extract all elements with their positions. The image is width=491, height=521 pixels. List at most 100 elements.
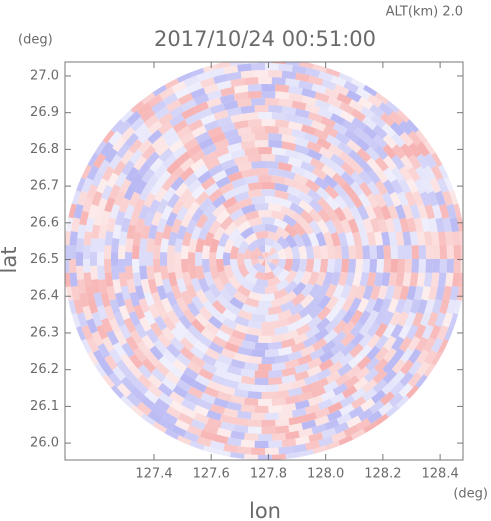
echo-cell <box>452 272 461 287</box>
echo-cell <box>210 374 227 386</box>
echo-cell <box>424 204 436 220</box>
echo-cell <box>439 259 447 273</box>
echo-cell <box>352 231 363 247</box>
echo-cell <box>396 109 410 123</box>
echo-cell <box>247 419 262 427</box>
echo-cell <box>271 362 286 371</box>
echo-cell <box>278 382 293 392</box>
echo-cell <box>208 283 222 299</box>
echo-cell <box>237 382 252 392</box>
echo-cell <box>91 278 101 294</box>
echo-cell <box>248 217 263 227</box>
echo-cell <box>333 308 348 324</box>
echo-cell <box>118 305 131 321</box>
echo-cell <box>396 395 410 409</box>
echo-cell <box>137 341 151 357</box>
echo-cell <box>273 288 288 300</box>
echo-cell <box>148 303 161 319</box>
echo-cell <box>188 252 196 266</box>
echo-cell <box>151 211 163 227</box>
echo-cell <box>268 341 283 350</box>
echo-cell <box>445 272 454 287</box>
echo-cell <box>356 147 372 163</box>
echo-cell <box>76 177 86 192</box>
echo-cell <box>120 109 134 123</box>
echo-cell <box>206 417 223 429</box>
echo-cell <box>382 347 397 363</box>
echo-cell <box>362 285 374 301</box>
echo-cell <box>406 217 417 233</box>
echo-cell <box>267 276 281 287</box>
echo-cell <box>307 271 320 286</box>
echo-cell <box>394 298 407 314</box>
echo-cell <box>157 333 172 348</box>
echo-cell <box>172 358 188 373</box>
echo-cell <box>76 312 88 328</box>
echo-cell <box>209 238 220 253</box>
echo-cell <box>224 341 240 354</box>
echo-cell <box>435 285 445 301</box>
echo-cell <box>184 392 200 405</box>
echo-cell <box>281 105 297 116</box>
echo-cell <box>179 166 195 181</box>
echo-cell <box>73 203 84 219</box>
echo-cell <box>147 224 158 240</box>
echo-cell <box>237 446 252 455</box>
echo-cell <box>276 235 290 250</box>
echo-cell <box>97 159 111 175</box>
echo-cell <box>332 122 348 136</box>
echo-cell <box>125 336 139 352</box>
echo-cell <box>444 326 454 341</box>
echo-cell <box>104 305 116 321</box>
echo-cell <box>174 418 190 432</box>
echo-cell <box>227 335 243 347</box>
echo-cell <box>291 292 306 307</box>
echo-cell <box>265 245 272 253</box>
echo-cell <box>284 113 300 123</box>
echo-cell <box>417 203 428 219</box>
echo-cell <box>190 87 206 100</box>
echo-cell <box>442 312 454 328</box>
echo-cell <box>161 376 177 391</box>
echo-cell <box>69 245 77 259</box>
echo-cell <box>149 345 164 361</box>
echo-cell <box>130 404 145 418</box>
echo-cell <box>246 240 258 252</box>
echo-cell <box>194 312 210 327</box>
echo-cell <box>320 389 336 402</box>
x-tick-label: 128.4 <box>422 467 459 482</box>
echo-cell <box>202 445 218 455</box>
echo-cell <box>274 389 290 399</box>
echo-cell <box>416 361 430 377</box>
echo-cell <box>202 259 211 274</box>
echo-cell <box>351 117 367 131</box>
echo-cell <box>202 362 218 375</box>
echo-cell <box>125 166 139 182</box>
echo-cell <box>143 291 155 307</box>
echo-cell <box>79 210 90 226</box>
echo-cell <box>200 176 216 191</box>
x-unit: (deg) <box>453 487 488 502</box>
echo-cell <box>416 231 426 246</box>
echo-cell <box>244 112 259 121</box>
echo-cell <box>102 129 115 144</box>
echo-cell <box>350 171 365 186</box>
echo-cell <box>258 255 265 259</box>
echo-cell <box>377 218 388 233</box>
echo-cell <box>175 206 189 222</box>
echo-cell <box>324 184 340 200</box>
echo-cell <box>234 183 250 195</box>
echo-cell <box>226 437 242 447</box>
echo-cell <box>96 197 108 213</box>
echo-cell <box>319 244 328 259</box>
echo-cell <box>330 162 346 177</box>
echo-cell <box>373 357 389 373</box>
echo-cell <box>411 259 419 274</box>
echo-cell <box>346 415 362 429</box>
echo-cell <box>92 153 107 169</box>
echo-cell <box>309 347 326 361</box>
echo-cell <box>201 151 217 165</box>
echo-cell <box>226 71 242 81</box>
echo-cell <box>268 133 283 142</box>
echo-cell <box>292 270 305 285</box>
